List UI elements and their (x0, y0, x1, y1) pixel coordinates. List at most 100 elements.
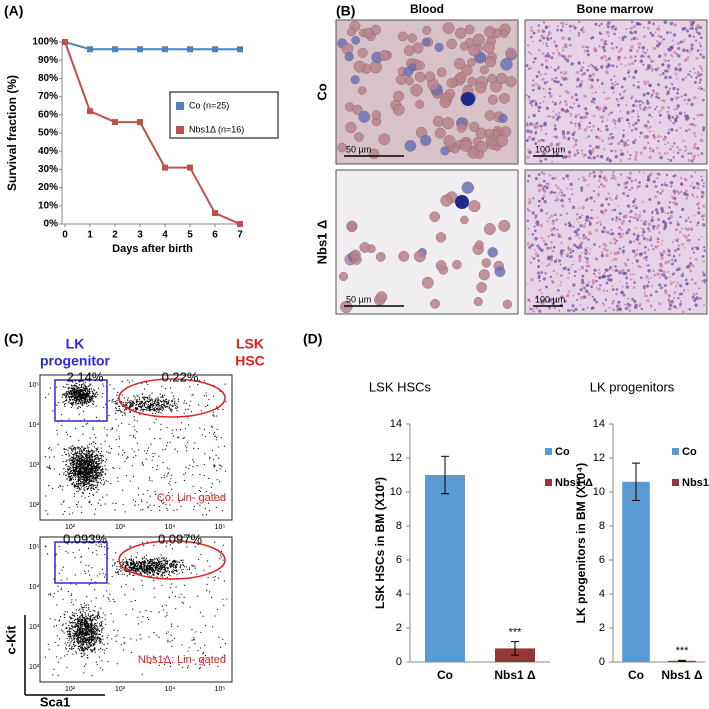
event-dot (91, 394, 94, 397)
cell (592, 101, 596, 104)
cell (600, 82, 604, 86)
event-dot (68, 390, 70, 392)
cell (674, 285, 678, 288)
cell (532, 31, 536, 35)
cell (537, 173, 541, 176)
cell (546, 182, 551, 186)
cell (617, 58, 621, 62)
cell (592, 156, 596, 160)
cell (567, 277, 570, 280)
cell (621, 152, 625, 156)
event-dot (74, 474, 76, 476)
event-dot (152, 399, 154, 401)
cell (560, 198, 564, 203)
cell (599, 130, 602, 133)
event-dot (93, 388, 95, 390)
event-dot (78, 463, 80, 465)
event-dot (65, 391, 67, 393)
event-dot (74, 453, 76, 455)
cell (671, 262, 675, 266)
event-dot (69, 397, 71, 399)
event-dot (122, 489, 124, 491)
cell (597, 268, 601, 272)
event-dot (82, 433, 84, 435)
event-dot (61, 394, 64, 396)
event-dot (167, 403, 169, 405)
event-dot (79, 464, 82, 466)
event-dot (81, 389, 84, 391)
event-dot (99, 481, 101, 483)
event-dot (79, 387, 81, 389)
cell (544, 272, 547, 275)
event-dot (154, 437, 156, 440)
event-dot (146, 450, 149, 452)
event-dot (64, 399, 67, 402)
event-dot (139, 404, 142, 406)
event-dot (139, 413, 141, 415)
cell (634, 227, 637, 230)
cell (602, 303, 605, 307)
cell (413, 250, 426, 263)
cell (572, 309, 576, 313)
event-dot (68, 473, 70, 475)
event-dot (171, 405, 173, 407)
event-dot (76, 640, 78, 642)
event-dot (94, 634, 96, 636)
cell (502, 299, 513, 309)
cell (557, 52, 562, 57)
event-dot (63, 472, 65, 474)
event-dot (138, 403, 140, 406)
event-dot (69, 644, 71, 646)
event-dot (169, 481, 171, 483)
cell (682, 48, 686, 52)
event-dot (56, 386, 58, 388)
cell (537, 274, 541, 278)
event-dot (59, 485, 62, 487)
cell (595, 300, 598, 304)
cell (651, 210, 654, 213)
cell (527, 95, 531, 99)
event-dot (224, 470, 227, 472)
event-dot (80, 452, 82, 455)
event-dot (77, 480, 79, 482)
cell (621, 285, 624, 288)
event-dot (178, 436, 180, 438)
event-dot (154, 453, 156, 455)
event-dot (152, 408, 154, 410)
cell (626, 176, 630, 179)
cell (569, 200, 571, 203)
event-dot (83, 390, 85, 392)
cell (549, 240, 553, 244)
event-dot (114, 509, 116, 511)
cell (690, 174, 693, 177)
cell (625, 28, 628, 30)
cell (639, 131, 643, 135)
cell (694, 27, 698, 31)
cell (574, 125, 577, 128)
cell (455, 195, 469, 209)
event-dot (158, 403, 160, 406)
cell (571, 132, 575, 137)
cell (631, 61, 635, 65)
event-dot (67, 452, 70, 454)
event-dot (78, 381, 80, 383)
cell (578, 178, 580, 180)
cell (631, 103, 636, 108)
event-dot (48, 593, 50, 596)
cell (605, 281, 609, 285)
cell (577, 127, 581, 131)
cell (650, 33, 655, 37)
cell (421, 276, 434, 289)
event-dot (73, 483, 76, 486)
event-dot (84, 389, 86, 391)
cell (467, 76, 477, 87)
event-dot (173, 403, 175, 405)
event-dot (79, 482, 81, 484)
event-dot (217, 408, 219, 411)
event-dot (66, 394, 68, 396)
event-dot (189, 606, 191, 608)
cell (565, 89, 569, 93)
event-dot (120, 401, 122, 403)
event-dot (141, 461, 144, 463)
event-dot (192, 485, 194, 487)
